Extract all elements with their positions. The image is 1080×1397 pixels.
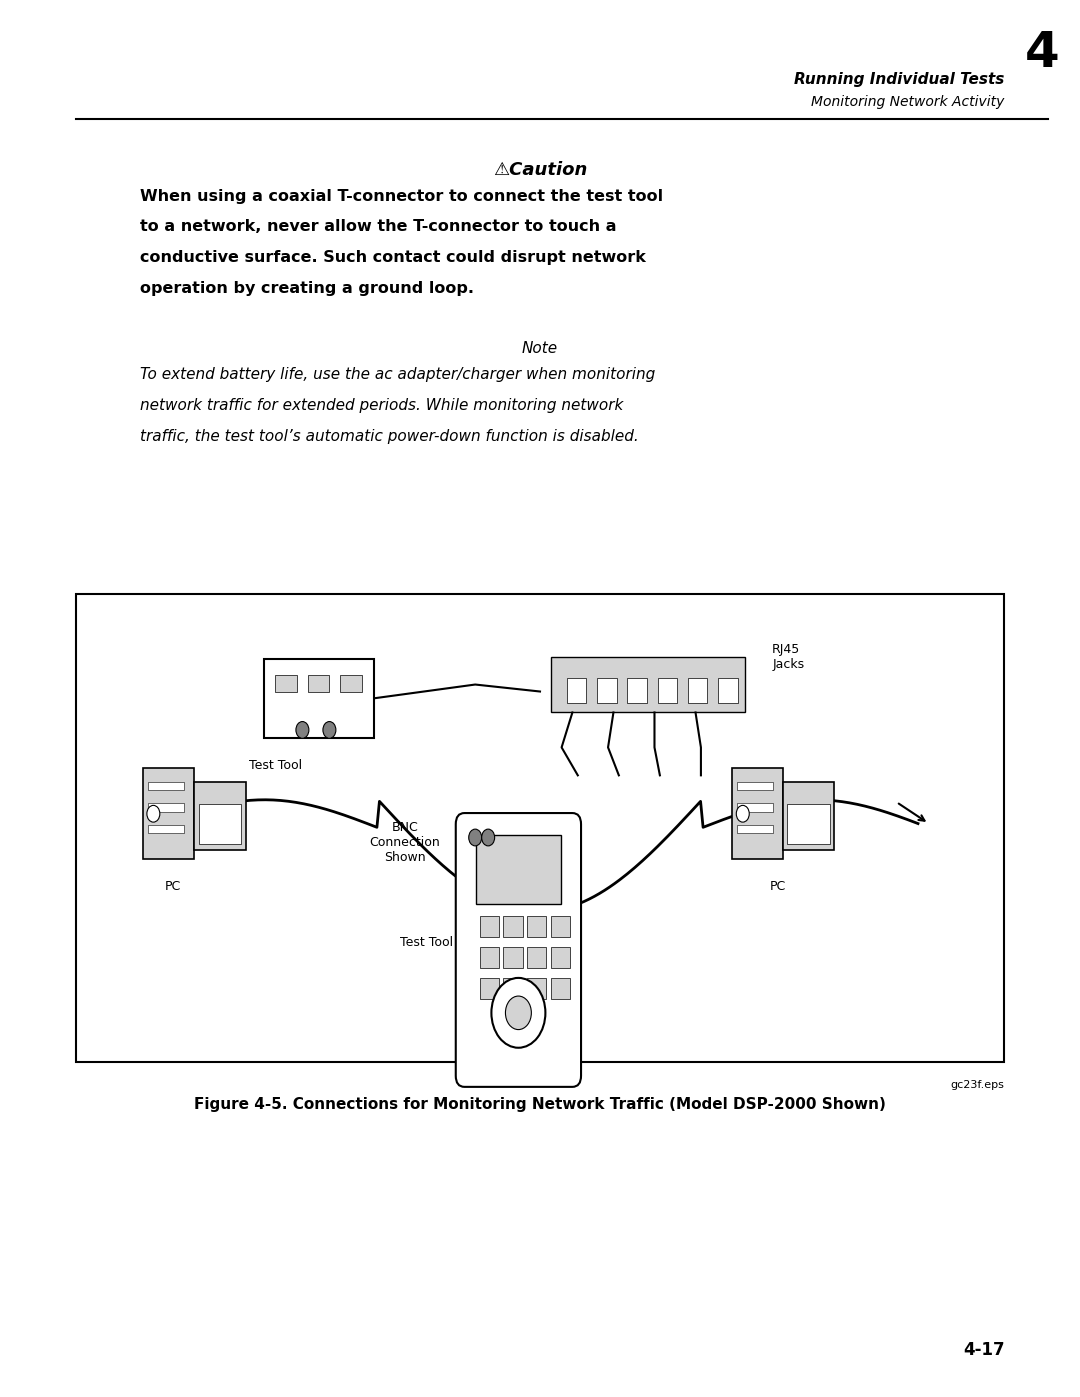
- Text: PC: PC: [164, 880, 181, 893]
- FancyBboxPatch shape: [503, 916, 523, 937]
- FancyBboxPatch shape: [503, 978, 523, 999]
- FancyBboxPatch shape: [475, 835, 562, 904]
- Text: BNC
Connection
Shown: BNC Connection Shown: [369, 821, 441, 863]
- FancyBboxPatch shape: [718, 678, 738, 703]
- Text: To extend battery life, use the ac adapter/charger when monitoring: To extend battery life, use the ac adapt…: [140, 367, 656, 383]
- Circle shape: [482, 830, 495, 847]
- Text: 4: 4: [1025, 29, 1059, 77]
- Text: 4-17: 4-17: [962, 1341, 1004, 1359]
- Text: Running Individual Tests: Running Individual Tests: [794, 71, 1004, 87]
- Text: RJ45
Jacks: RJ45 Jacks: [772, 643, 805, 671]
- Text: gc23f.eps: gc23f.eps: [950, 1080, 1004, 1090]
- Text: network traffic for extended periods. While monitoring network: network traffic for extended periods. Wh…: [140, 398, 624, 414]
- Text: When using a coaxial T-connector to connect the test tool: When using a coaxial T-connector to conn…: [140, 189, 663, 204]
- Circle shape: [296, 722, 309, 739]
- FancyBboxPatch shape: [688, 678, 707, 703]
- FancyBboxPatch shape: [480, 947, 499, 968]
- FancyBboxPatch shape: [527, 978, 546, 999]
- Text: Test Tool: Test Tool: [400, 936, 454, 950]
- Text: Figure 4-5. Connections for Monitoring Network Traffic (Model DSP-2000 Shown): Figure 4-5. Connections for Monitoring N…: [194, 1097, 886, 1112]
- FancyBboxPatch shape: [199, 803, 242, 844]
- FancyBboxPatch shape: [738, 803, 773, 812]
- FancyBboxPatch shape: [76, 594, 1004, 1062]
- FancyBboxPatch shape: [503, 947, 523, 968]
- Text: PC: PC: [769, 880, 786, 893]
- FancyBboxPatch shape: [148, 803, 184, 812]
- FancyBboxPatch shape: [340, 675, 362, 692]
- FancyBboxPatch shape: [480, 978, 499, 999]
- FancyBboxPatch shape: [148, 824, 184, 833]
- FancyBboxPatch shape: [658, 678, 677, 703]
- FancyBboxPatch shape: [275, 675, 297, 692]
- Text: to a network, never allow the T-connector to touch a: to a network, never allow the T-connecto…: [140, 219, 617, 235]
- FancyBboxPatch shape: [480, 916, 499, 937]
- Circle shape: [147, 805, 160, 821]
- Text: ⚠Caution: ⚠Caution: [492, 161, 588, 179]
- FancyBboxPatch shape: [597, 678, 617, 703]
- FancyBboxPatch shape: [148, 781, 184, 789]
- FancyBboxPatch shape: [738, 781, 773, 789]
- FancyBboxPatch shape: [143, 768, 194, 859]
- FancyBboxPatch shape: [264, 659, 374, 739]
- Circle shape: [469, 830, 482, 847]
- Circle shape: [737, 805, 750, 821]
- FancyBboxPatch shape: [308, 675, 329, 692]
- FancyBboxPatch shape: [738, 824, 773, 833]
- FancyBboxPatch shape: [456, 813, 581, 1087]
- FancyBboxPatch shape: [787, 803, 829, 844]
- Text: conductive surface. Such contact could disrupt network: conductive surface. Such contact could d…: [140, 250, 646, 265]
- Text: Test Tool: Test Tool: [248, 759, 302, 771]
- FancyBboxPatch shape: [551, 657, 745, 712]
- Text: traffic, the test tool’s automatic power-down function is disabled.: traffic, the test tool’s automatic power…: [140, 429, 639, 444]
- Circle shape: [323, 722, 336, 739]
- FancyBboxPatch shape: [194, 782, 246, 849]
- FancyBboxPatch shape: [783, 782, 834, 849]
- FancyBboxPatch shape: [551, 978, 570, 999]
- FancyBboxPatch shape: [732, 768, 783, 859]
- FancyBboxPatch shape: [527, 916, 546, 937]
- Text: operation by creating a ground loop.: operation by creating a ground loop.: [140, 281, 474, 296]
- Text: Monitoring Network Activity: Monitoring Network Activity: [811, 95, 1004, 109]
- Circle shape: [491, 978, 545, 1048]
- FancyBboxPatch shape: [551, 916, 570, 937]
- FancyBboxPatch shape: [551, 947, 570, 968]
- FancyBboxPatch shape: [527, 947, 546, 968]
- FancyBboxPatch shape: [567, 678, 586, 703]
- Text: Note: Note: [522, 341, 558, 356]
- FancyBboxPatch shape: [627, 678, 647, 703]
- Circle shape: [505, 996, 531, 1030]
